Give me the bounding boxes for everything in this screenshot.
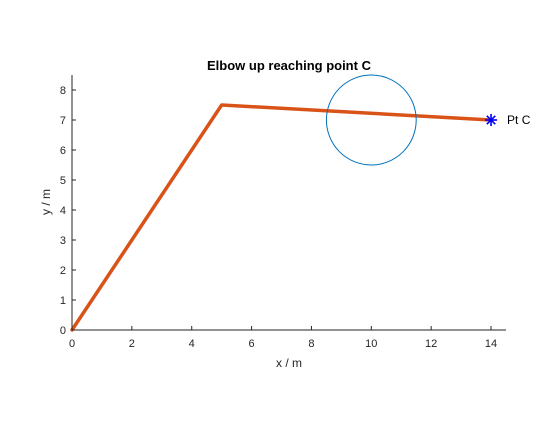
y-tick-label: 7 <box>60 115 66 127</box>
obstacle-circle <box>326 75 416 165</box>
x-tick-label: 14 <box>485 338 497 350</box>
x-tick-label: 4 <box>189 338 195 350</box>
x-axis-label: x / m <box>276 356 302 370</box>
y-tick-label: 3 <box>60 235 66 247</box>
y-tick-label: 0 <box>60 325 66 337</box>
y-axis-label: y / m <box>39 189 53 215</box>
y-tick-label: 4 <box>60 205 66 217</box>
arm-line <box>72 105 491 330</box>
chart-title: Elbow up reaching point C <box>207 58 372 73</box>
y-tick-label: 8 <box>60 85 66 97</box>
y-tick-label: 5 <box>60 175 66 187</box>
plot-area: Pt C <box>72 75 531 330</box>
point-c-label: Pt C <box>507 113 531 127</box>
x-tick-label: 10 <box>365 338 377 350</box>
x-tick-label: 6 <box>249 338 255 350</box>
x-tick-label: 2 <box>129 338 135 350</box>
y-tick-label: 6 <box>60 145 66 157</box>
y-tick-label: 2 <box>60 265 66 277</box>
x-tick-label: 0 <box>69 338 75 350</box>
point-c-marker <box>485 114 497 126</box>
y-tick-label: 1 <box>60 295 66 307</box>
x-tick-label: 8 <box>308 338 314 350</box>
x-tick-label: 12 <box>425 338 437 350</box>
